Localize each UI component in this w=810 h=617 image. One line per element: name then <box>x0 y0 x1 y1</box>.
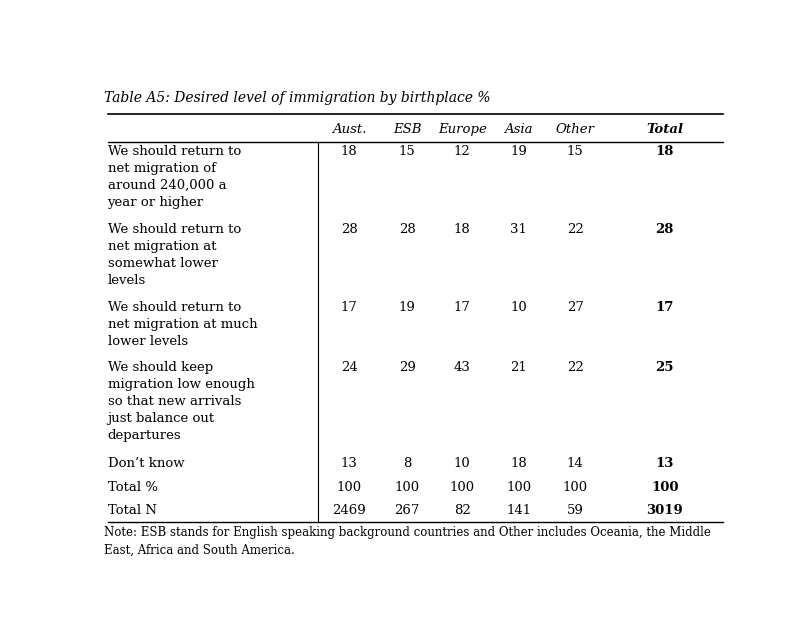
Text: 267: 267 <box>394 505 420 518</box>
Text: 13: 13 <box>655 457 674 470</box>
Text: We should return to
net migration of
around 240,000 a
year or higher: We should return to net migration of aro… <box>108 145 241 209</box>
Text: 100: 100 <box>563 481 588 494</box>
Text: 22: 22 <box>567 223 583 236</box>
Text: Note: ESB stands for English speaking background countries and Other includes Oc: Note: ESB stands for English speaking ba… <box>104 526 711 557</box>
Text: Don’t know: Don’t know <box>108 457 184 470</box>
Text: Total %: Total % <box>108 481 157 494</box>
Text: Total N: Total N <box>108 505 156 518</box>
Text: ESB: ESB <box>393 123 421 136</box>
Text: 13: 13 <box>341 457 358 470</box>
Text: 2469: 2469 <box>332 505 366 518</box>
Text: We should keep
migration low enough
so that new arrivals
just balance out
depart: We should keep migration low enough so t… <box>108 361 254 442</box>
Text: 12: 12 <box>454 145 471 158</box>
Text: 3019: 3019 <box>646 505 683 518</box>
Text: 17: 17 <box>655 301 674 314</box>
Text: 100: 100 <box>337 481 362 494</box>
Text: 17: 17 <box>454 301 471 314</box>
Text: 31: 31 <box>510 223 527 236</box>
Text: 18: 18 <box>510 457 527 470</box>
Text: 141: 141 <box>506 505 531 518</box>
Text: Table A5: Desired level of immigration by birthplace %: Table A5: Desired level of immigration b… <box>104 91 491 105</box>
Text: 82: 82 <box>454 505 471 518</box>
Text: 100: 100 <box>506 481 531 494</box>
Text: 25: 25 <box>655 361 674 374</box>
Text: Aust.: Aust. <box>332 123 366 136</box>
Text: 59: 59 <box>567 505 584 518</box>
Text: We should return to
net migration at
somewhat lower
levels: We should return to net migration at som… <box>108 223 241 287</box>
Text: Total: Total <box>646 123 683 136</box>
Text: 29: 29 <box>399 361 416 374</box>
Text: 17: 17 <box>341 301 358 314</box>
Text: 10: 10 <box>454 457 471 470</box>
Text: 100: 100 <box>651 481 679 494</box>
Text: 27: 27 <box>567 301 584 314</box>
Text: 28: 28 <box>399 223 416 236</box>
Text: 15: 15 <box>399 145 416 158</box>
Text: 19: 19 <box>399 301 416 314</box>
Text: 10: 10 <box>510 301 527 314</box>
Text: 100: 100 <box>450 481 475 494</box>
Text: Asia: Asia <box>505 123 533 136</box>
Text: Other: Other <box>556 123 595 136</box>
Text: Europe: Europe <box>437 123 487 136</box>
Text: 28: 28 <box>655 223 674 236</box>
Text: 22: 22 <box>567 361 583 374</box>
Text: We should return to
net migration at much
lower levels: We should return to net migration at muc… <box>108 301 257 348</box>
Text: 18: 18 <box>454 223 471 236</box>
Text: 18: 18 <box>341 145 357 158</box>
Text: 24: 24 <box>341 361 357 374</box>
Text: 43: 43 <box>454 361 471 374</box>
Text: 15: 15 <box>567 145 583 158</box>
Text: 8: 8 <box>403 457 411 470</box>
Text: 100: 100 <box>394 481 420 494</box>
Text: 21: 21 <box>510 361 527 374</box>
Text: 19: 19 <box>510 145 527 158</box>
Text: 14: 14 <box>567 457 583 470</box>
Text: 18: 18 <box>655 145 674 158</box>
Text: 28: 28 <box>341 223 357 236</box>
